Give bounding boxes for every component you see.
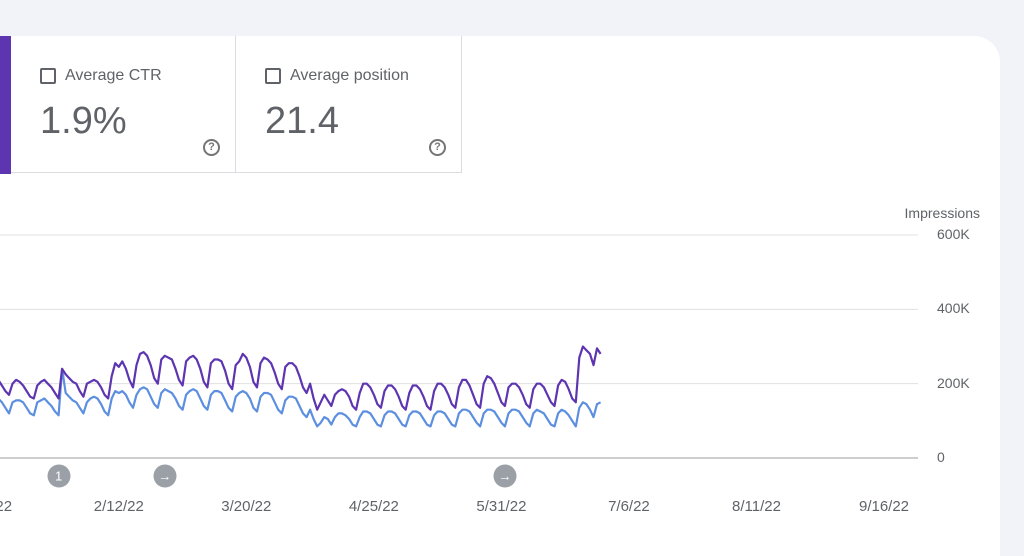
x-tick-label: 9/16/22 xyxy=(858,498,910,515)
average-ctr-label: Average CTR xyxy=(65,67,162,84)
performance-chart xyxy=(0,234,918,459)
x-tick-label: 7/6/22 xyxy=(608,498,650,515)
help-circle-icon[interactable]: ? xyxy=(203,139,220,156)
help-circle-icon[interactable]: ? xyxy=(429,139,446,156)
arrow-right-icon[interactable]: → xyxy=(493,464,517,488)
y-axis-title: Impressions xyxy=(904,205,980,221)
metric-header: Average position xyxy=(265,67,409,85)
metric-header: Average CTR xyxy=(40,67,162,85)
average-ctr-value: 1.9% xyxy=(40,100,127,142)
x-tick-label: 2/12/22 xyxy=(93,498,144,515)
x-tick-label: 3/20/22 xyxy=(221,498,272,515)
annotation-marker[interactable]: 1 xyxy=(47,464,71,488)
total-impressions-accent xyxy=(0,36,11,174)
series-line xyxy=(0,345,602,411)
series-line xyxy=(0,367,602,428)
metric-card-average-position[interactable]: Average position 21.4 ? xyxy=(236,36,462,173)
arrow-right-icon[interactable]: → xyxy=(153,464,177,488)
metric-card-average-ctr[interactable]: Average CTR 1.9% ? xyxy=(11,36,236,173)
y-tick-label: 0 xyxy=(937,449,945,465)
x-tick-label: 1/7/22 xyxy=(0,498,13,515)
x-tick-label: 8/11/22 xyxy=(731,498,781,515)
average-position-value: 21.4 xyxy=(265,100,339,142)
y-tick-label: 200K xyxy=(937,374,970,391)
y-tick-label: 600K xyxy=(937,226,970,242)
average-position-label: Average position xyxy=(290,67,409,84)
x-tick-label: 5/31/22 xyxy=(476,498,527,515)
average-position-checkbox[interactable] xyxy=(265,68,281,84)
average-ctr-checkbox[interactable] xyxy=(40,68,56,84)
x-tick-label: 4/25/22 xyxy=(348,498,399,515)
y-tick-label: 400K xyxy=(937,300,970,317)
